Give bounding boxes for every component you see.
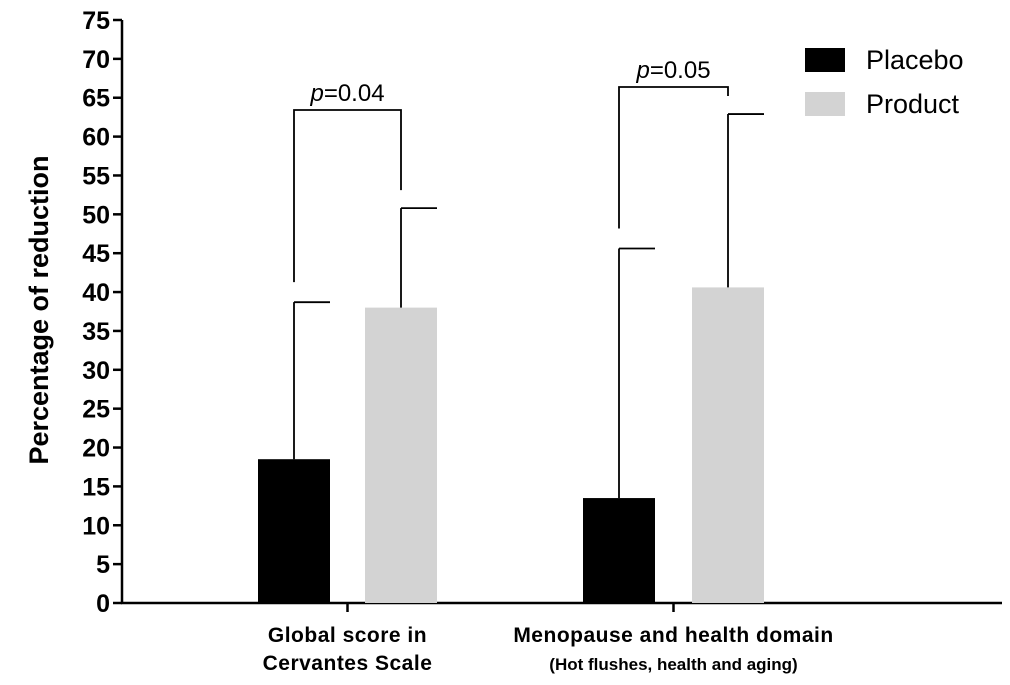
y-tick-label: 70 [82, 46, 110, 74]
bar-placebo-0 [258, 459, 330, 603]
bar-product-0 [365, 307, 437, 603]
y-tick-label: 5 [96, 551, 110, 579]
y-tick-label: 25 [82, 396, 110, 424]
x-axis: Global score in Cervantes Scale Menopause … [121, 601, 1002, 675]
y-tick-label: 65 [82, 85, 110, 113]
bars [258, 287, 764, 603]
bar-placebo-1 [583, 498, 655, 603]
p-value-label: p=0.05 [635, 57, 710, 84]
y-tick-label: 40 [82, 279, 110, 307]
p-value-label: p=0.04 [309, 80, 384, 107]
bar-product-1 [692, 287, 764, 603]
y-tick-label: 45 [82, 240, 110, 268]
x-category-label-line1: Global score in [268, 624, 427, 647]
x-category-label-line1: Menopause and health domain [513, 624, 833, 647]
legend: Placebo Product [805, 45, 964, 119]
y-axis-label: Percentage of reduction [24, 155, 54, 464]
y-axis: 0 5 10 15 20 25 30 35 40 45 50 55 60 65 70 75 [82, 7, 124, 618]
y-tick-label: 15 [82, 473, 110, 501]
significance-bracket [293, 109, 402, 283]
x-category-label-line2: (Hot flushes, health and aging) [549, 655, 797, 674]
y-tick-label: 20 [82, 435, 110, 463]
significance-brackets: p=0.04 p=0.05 [293, 57, 729, 283]
significance-bracket [618, 86, 729, 229]
legend-label-placebo: Placebo [866, 45, 964, 75]
legend-swatch-placebo [805, 48, 845, 72]
y-tick-label: 60 [82, 124, 110, 152]
y-tick-label: 0 [96, 590, 110, 618]
y-tick-label: 55 [82, 162, 110, 190]
legend-label-product: Product [866, 89, 960, 119]
y-tick-label: 35 [82, 318, 110, 346]
y-tick-label: 75 [82, 7, 110, 35]
y-tick-label: 30 [82, 357, 110, 385]
legend-swatch-product [805, 92, 845, 116]
x-category-label-line2: Cervantes Scale [263, 652, 433, 675]
y-tick-label: 10 [82, 512, 110, 540]
y-tick-label: 50 [82, 201, 110, 229]
error-bars [293, 113, 764, 499]
